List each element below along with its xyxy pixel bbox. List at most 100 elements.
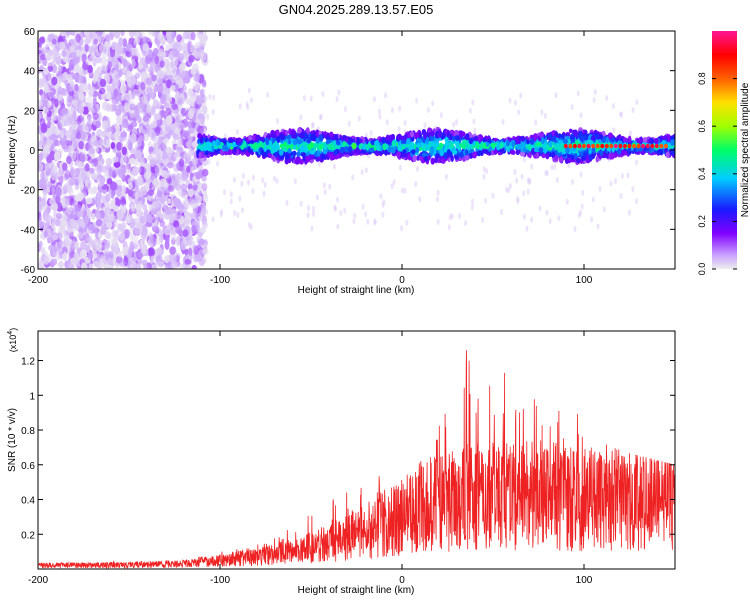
spectrogram-cell: [188, 127, 195, 134]
spectrogram-cell: [40, 53, 46, 61]
spectrogram-cell: [198, 257, 205, 267]
spectrogram-cell: [111, 104, 117, 112]
spectrogram-cell: [41, 197, 47, 207]
spectrogram-cell: [240, 180, 244, 187]
spectrogram-cell: [482, 173, 486, 180]
spectrogram-cell: [111, 41, 118, 50]
spectrogram-cell: [306, 212, 310, 219]
spectrogram-cell: [468, 152, 474, 159]
spectrogram-cell: [192, 82, 199, 91]
spectrogram-cell: [145, 104, 151, 114]
spectrogram-cell: [454, 139, 460, 147]
spectrogram-cell: [201, 221, 209, 229]
spectrogram-cell: [262, 190, 266, 197]
spectrogram-cell: [67, 106, 75, 114]
spectrogram-cell: [436, 189, 440, 196]
spectrogram-cell: [322, 182, 326, 189]
spectrogram-cell: [662, 135, 668, 142]
spectrogram-cell: [171, 208, 177, 215]
spectrogram-cell: [74, 204, 82, 212]
spectrogram-cell: [51, 202, 58, 212]
spectrogram-cell: [405, 219, 409, 226]
spectrogram-cell: [187, 188, 194, 198]
spectrogram-cell: [117, 94, 122, 102]
spectrogram-cell: [185, 31, 192, 37]
spectrogram-cell: [373, 218, 377, 225]
spectrogram-cell: [415, 146, 420, 153]
spectrogram-cell: [444, 173, 448, 180]
spectrogram-cell: [169, 61, 175, 68]
spectrogram-cell: [468, 137, 474, 145]
spectrogram-cell: [71, 150, 77, 161]
spectrogram-cell: [153, 135, 159, 144]
spectrogram-cell: [415, 165, 419, 172]
spectrogram-cell: [55, 194, 61, 205]
spectrogram-cell: [343, 207, 347, 214]
spectrogram-cell: [87, 102, 93, 109]
spectrogram-cell: [176, 34, 182, 42]
spectrogram-cell: [155, 255, 163, 262]
spectrogram-cell: [568, 128, 573, 134]
spectrogram-cell: [152, 177, 160, 187]
spectrogram-cell: [377, 108, 381, 115]
spectrogram-cell: [147, 195, 155, 202]
spectrogram-cell: [369, 130, 373, 137]
spectrogram-cell: [147, 48, 153, 57]
spectrogram-cell: [397, 126, 401, 133]
spectrogram-cell: [54, 139, 61, 147]
spectrogram-cell: [105, 193, 111, 203]
spectrogram-cell: [122, 156, 127, 164]
spectrogram-cell: [146, 163, 151, 173]
spectrogram-cell: [91, 212, 96, 220]
spectrogram-cell: [583, 134, 588, 141]
spectrogram-cell: [178, 158, 185, 167]
spectrogram-cell: [158, 209, 164, 219]
spectrogram-cell: [54, 127, 60, 136]
spectrogram-cell: [61, 197, 67, 207]
spectrogram-cell: [184, 258, 192, 265]
spectrogram-cell: [430, 157, 436, 165]
spectrogram-cell: [160, 94, 167, 103]
spectrogram-cell: [135, 203, 142, 211]
spectrogram-cell: [168, 221, 175, 231]
spectrogram-cell: [104, 264, 112, 269]
spectrogram-cell: [84, 36, 91, 45]
spectrogram-cell: [72, 142, 78, 150]
spectrogram-cell: [398, 105, 402, 112]
spectrogram-cell: [361, 203, 365, 210]
spectrogram-cell: [87, 223, 95, 231]
spectrogram-cell: [76, 232, 84, 239]
spectrogram-cell: [113, 215, 118, 223]
spectrogram-cell: [148, 146, 154, 153]
spectrogram-cell: [43, 83, 49, 94]
spectrogram-cell: [108, 235, 114, 244]
spectrogram-cell: [92, 112, 99, 120]
spectrogram-cell: [186, 41, 192, 52]
spectrogram-cell: [181, 172, 188, 182]
spectrogram-cell: [157, 260, 165, 268]
spectrogram-cell: [190, 67, 196, 75]
spectrogram-cell: [574, 152, 578, 160]
spectrogram-cell: [201, 80, 207, 88]
spectrogram-cell: [571, 179, 575, 186]
spectrogram-cell: [99, 78, 107, 88]
spectrogram-cell: [151, 92, 156, 100]
spectrogram-cell: [80, 240, 87, 251]
spectrogram-cell: [87, 251, 94, 261]
spectrogram-cell: [62, 251, 68, 262]
spectrogram-cell: [335, 96, 339, 103]
spectrogram-cell: [319, 113, 323, 120]
spectrogram-cell: [38, 212, 42, 221]
spectrogram-cell: [153, 65, 160, 74]
spectrogram-cell: [136, 156, 143, 163]
spectrogram-cell: [113, 205, 120, 213]
spectrogram-cell: [598, 185, 602, 192]
spectrogram-cell: [519, 92, 523, 99]
spectrogram-cell: [148, 31, 154, 36]
spectrogram-cell: [152, 118, 158, 129]
spectrogram-cell: [101, 51, 107, 59]
spectrogram-cell: [163, 172, 170, 179]
spectrogram-cell: [620, 172, 624, 179]
spectrogram-cell: [135, 229, 140, 236]
